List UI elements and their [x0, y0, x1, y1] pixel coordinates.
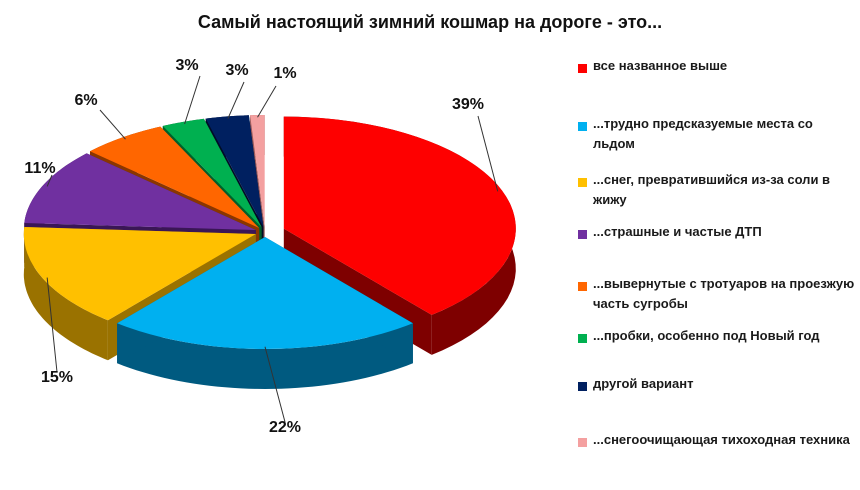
pie-slice [250, 115, 265, 228]
data-label: 22% [269, 419, 301, 436]
data-label: 1% [273, 65, 296, 82]
legend-label: ...трудно предсказуемые места со льдом [593, 116, 813, 151]
legend-label: ...страшные и частые ДТП [593, 224, 762, 239]
legend-label: ...снегоочищающая тихоходная техника [593, 432, 850, 447]
legend-item: другой вариант [578, 376, 858, 394]
legend-label: ...снег, превратившийся из-за соли в жиж… [593, 172, 831, 207]
leader-line [46, 277, 58, 373]
pie-slice-side [117, 323, 413, 389]
pie-slice-side [23, 227, 108, 361]
legend-label: другой вариант [593, 376, 694, 391]
legend-label: ...вывернутые с тротуаров на проезжую ча… [593, 276, 855, 311]
leader-line [264, 346, 286, 423]
leader-line [46, 174, 53, 187]
leader-line [227, 81, 245, 119]
data-label: 15% [41, 369, 73, 386]
pie-slice [117, 237, 413, 349]
legend-item: ...снег, превратившийся из-за соли в жиж… [578, 172, 858, 210]
leader-line [477, 115, 499, 192]
pie-slice [162, 118, 262, 228]
legend-swatch [578, 438, 587, 447]
pie-slice [90, 126, 260, 228]
legend-swatch [578, 230, 587, 239]
legend-item: ...вывернутые с тротуаров на проезжую ча… [578, 276, 858, 314]
legend-swatch [578, 334, 587, 343]
data-label: 3% [175, 57, 198, 74]
pie-slice [24, 153, 256, 231]
legend-swatch [578, 382, 587, 391]
pie-slice [283, 116, 516, 315]
legend-item: все названное выше [578, 58, 858, 76]
legend-label: все названное выше [593, 58, 728, 73]
data-label: 11% [24, 160, 55, 177]
legend-swatch [578, 64, 587, 73]
pie-slice [23, 226, 256, 321]
legend-item: ...пробки, особенно под Новый год [578, 328, 858, 346]
legend-item: ...трудно предсказуемые места со льдом [578, 116, 858, 154]
leader-line [184, 75, 201, 125]
leader-line [99, 109, 126, 140]
data-label: 3% [225, 62, 248, 79]
chart-title: Самый настоящий зимний кошмар на дороге … [197, 12, 663, 32]
data-label: 39% [452, 96, 484, 113]
leader-line [257, 85, 277, 118]
legend-swatch [578, 122, 587, 131]
legend-item: ...страшные и частые ДТП [578, 224, 858, 242]
legend-label: ...пробки, особенно под Новый год [593, 328, 820, 343]
legend-swatch [578, 178, 587, 187]
pie-slice [205, 115, 264, 228]
data-label: 6% [74, 92, 97, 109]
legend-item: ...снегоочищающая тихоходная техника [578, 432, 858, 450]
legend-swatch [578, 282, 587, 291]
